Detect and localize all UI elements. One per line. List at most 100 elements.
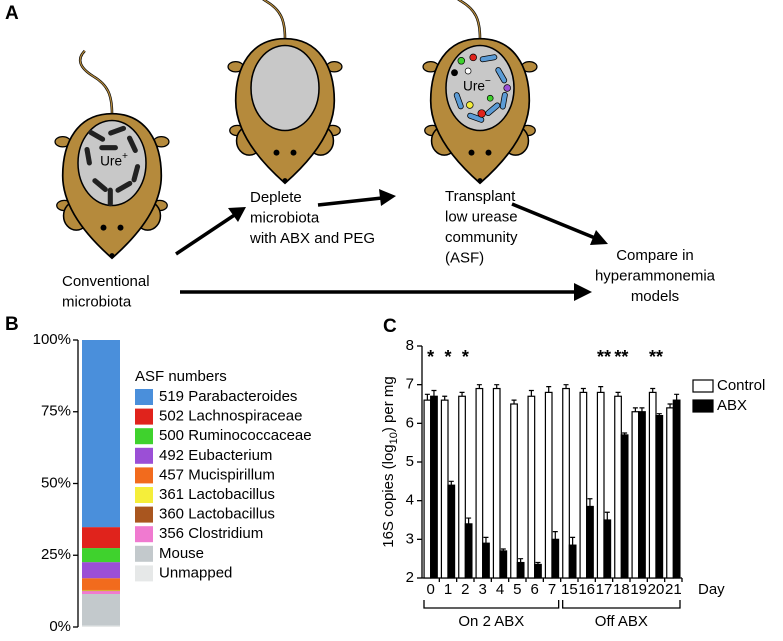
step-text: Deplete (250, 189, 302, 206)
y-tick-label: 8 (406, 337, 414, 354)
arrows (175, 189, 608, 301)
error-bar (580, 387, 586, 393)
step-text: hyperammonemia (595, 267, 716, 284)
x-tick-label: 7 (548, 581, 556, 598)
x-tick-label: 19 (630, 581, 647, 598)
x-tick-label: 17 (596, 581, 613, 598)
bar-segment (82, 590, 120, 592)
bar-segment (82, 589, 120, 591)
bar (666, 407, 674, 579)
bar (492, 387, 501, 579)
error-bar (518, 558, 524, 563)
legend-label: 502 Lachnospiraceae (159, 408, 302, 425)
bar (655, 415, 664, 579)
step-text: microbiota (62, 293, 132, 310)
mouse-asf: Ure− (421, 0, 539, 185)
x-tick-label: 21 (665, 581, 682, 598)
x-tick-label: 20 (648, 581, 665, 598)
y-tick-label: 7 (406, 376, 414, 393)
bar (430, 395, 438, 579)
panel-label: A (5, 3, 19, 24)
legend-label: 356 Clostridium (159, 525, 263, 542)
y-axis-label-part: 10 (388, 432, 400, 444)
legend-label: Mouse (159, 545, 204, 562)
bar (562, 387, 570, 579)
error-bar (535, 561, 541, 565)
error-bar (650, 387, 656, 393)
bar (423, 399, 432, 579)
y-tick-label: 50% (41, 474, 71, 491)
y-tick-label: 0% (49, 618, 71, 635)
error-bar (656, 413, 662, 416)
legend-swatch (135, 408, 153, 425)
legend-swatch (135, 447, 153, 464)
bar (579, 391, 588, 579)
bar (516, 561, 525, 579)
significance: ** (649, 347, 663, 367)
error-bar (431, 389, 437, 397)
legend-swatch (135, 526, 153, 543)
bar-segment (82, 527, 120, 549)
legend-label: 360 Lactobacillus (159, 506, 275, 523)
legend-swatch (692, 379, 714, 393)
x-axis-label: Day (698, 581, 725, 598)
error-bar (466, 517, 472, 524)
error-bar (632, 407, 638, 412)
bar-segment (82, 562, 120, 579)
legend-swatch (135, 545, 153, 562)
legend-swatch (135, 428, 153, 445)
error-bar (476, 384, 482, 389)
step-text: microbiota (250, 209, 320, 226)
bar (603, 519, 612, 579)
error-bar (424, 393, 430, 401)
y-tick-label: 2 (406, 569, 414, 586)
mouse-depleted (226, 0, 344, 185)
legend-label: 492 Eubacterium (159, 447, 272, 464)
bar-segment (82, 578, 120, 590)
error-bar (598, 386, 604, 393)
bar (631, 411, 640, 579)
legend-label: 457 Mucispirillum (159, 466, 275, 483)
bar (440, 399, 449, 579)
mouse-conventional: Ure+ (53, 49, 171, 260)
legend-swatch (692, 399, 714, 413)
error-bar (511, 399, 517, 404)
significance: * (427, 347, 434, 367)
significance: * (462, 347, 469, 367)
error-bar (674, 393, 680, 401)
y-tick-label: 6 (406, 414, 414, 431)
group-bracket (423, 600, 560, 609)
error-bar (587, 498, 593, 507)
legend-title: ASF numbers (135, 368, 227, 385)
bar (475, 387, 484, 579)
error-bar (615, 391, 621, 397)
bar (614, 395, 622, 579)
x-tick-label: 5 (513, 581, 521, 598)
bar (672, 399, 681, 579)
legend-swatch (135, 565, 153, 582)
error-bar (448, 480, 454, 486)
error-bar (622, 432, 628, 435)
error-bar (570, 536, 576, 546)
bar (596, 391, 605, 579)
bar (620, 434, 629, 579)
bar (568, 544, 577, 579)
bar (586, 505, 594, 579)
legend-label: 500 Ruminococcaceae (159, 427, 312, 444)
y-tick-label: 25% (41, 546, 71, 563)
bar-segment (82, 593, 120, 626)
bar (551, 538, 560, 579)
bar (544, 391, 553, 579)
error-bar (639, 407, 645, 412)
bar (464, 523, 473, 579)
error-bar (494, 384, 500, 389)
legend-label: Control (717, 377, 765, 394)
error-bar (552, 531, 558, 540)
x-tick-label: 16 (578, 581, 595, 598)
group-label: Off ABX (595, 613, 648, 630)
step-text: (ASF) (445, 249, 484, 266)
group-label: On 2 ABX (458, 613, 524, 630)
legend-swatch (135, 467, 153, 484)
x-tick-label: 6 (530, 581, 538, 598)
